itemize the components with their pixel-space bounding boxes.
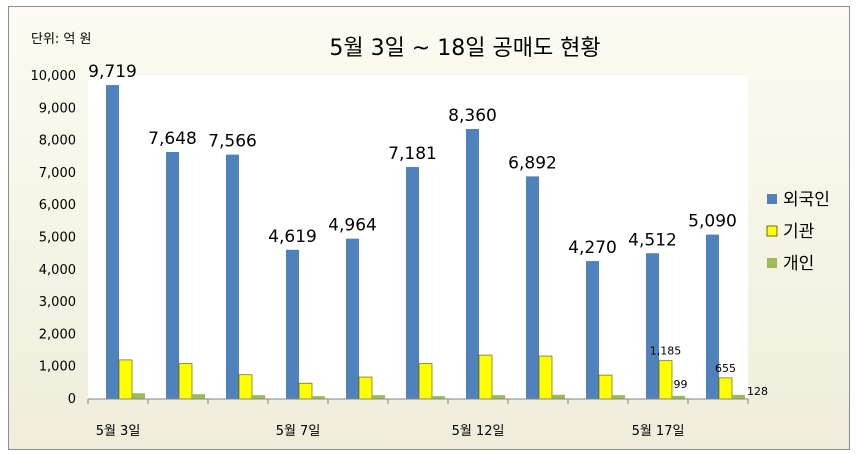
bar-개인 — [132, 393, 145, 399]
bar-개인 — [492, 395, 505, 399]
bar-개인 — [552, 394, 565, 399]
value-label-개인: 99 — [674, 378, 688, 391]
bar-기관 — [298, 382, 313, 400]
x-tick-label: 5월 17일 — [632, 424, 685, 439]
bar-기관 — [238, 374, 253, 400]
value-label-외국인: 7,566 — [208, 132, 257, 152]
bar-외국인 — [166, 151, 179, 399]
value-label-기관: 1,185 — [650, 345, 682, 358]
bar-개인 — [432, 396, 445, 399]
bar-기관 — [538, 355, 553, 400]
x-tick-label: 5월 3일 — [96, 424, 141, 439]
value-label-외국인: 8,360 — [448, 106, 497, 126]
bar-외국인 — [226, 154, 239, 399]
value-label-외국인: 9,719 — [88, 62, 137, 82]
x-axis: 5월 3일 5월 7일 5월 12일 5월 17일 — [87, 398, 749, 439]
y-tick-label: 4,000 — [39, 263, 76, 278]
bar-기관 — [598, 374, 613, 400]
bar-외국인 — [526, 176, 539, 399]
bar-기관 — [118, 359, 133, 400]
x-tick-label: 5월 12일 — [452, 424, 505, 439]
legend-label: 외국인 — [783, 190, 830, 210]
value-label-외국인: 6,892 — [508, 153, 557, 173]
legend-swatch — [767, 194, 777, 204]
bar-기관 — [718, 377, 733, 400]
bar-외국인 — [106, 85, 119, 400]
value-label-외국인: 4,270 — [568, 238, 617, 258]
legend-swatch — [767, 258, 777, 268]
y-tick-label: 6,000 — [39, 198, 76, 213]
bar-외국인 — [586, 261, 599, 399]
chart-svg: 단위: 억 원 5월 3일 ~ 18일 공매도 현황 0 1,000 2,000 3,… — [31, 32, 830, 439]
value-label-개인: 128 — [747, 385, 768, 398]
y-axis-ticks: 0 1,000 2,000 3,000 4,000 5,000 6,000 7,000 8,00… — [31, 69, 77, 407]
bar-개인 — [612, 395, 625, 399]
bar-외국인 — [706, 234, 719, 399]
bar-기관 — [658, 360, 673, 400]
value-label-외국인: 4,964 — [328, 216, 377, 236]
value-labels-group: 9,719 7,648 7,566 4,619 4,964 7,181 8,360 6,892… — [88, 62, 768, 398]
bar-기관 — [178, 363, 193, 400]
bar-개인 — [252, 395, 265, 399]
bar-개인 — [732, 394, 745, 399]
legend-swatch — [766, 225, 778, 237]
unit-label: 단위: 억 원 — [31, 32, 92, 47]
bars-group — [106, 85, 745, 400]
bar-외국인 — [646, 253, 659, 399]
bar-기관 — [478, 354, 493, 400]
legend-label: 개인 — [783, 254, 814, 274]
bar-개인 — [372, 395, 385, 399]
bar-외국인 — [346, 238, 359, 399]
y-tick-label: 3,000 — [39, 295, 76, 310]
value-label-외국인: 4,512 — [628, 230, 677, 250]
y-tick-label: 8,000 — [39, 134, 76, 149]
bar-외국인 — [466, 128, 479, 400]
value-label-외국인: 7,648 — [148, 129, 197, 149]
legend-label: 기관 — [783, 222, 814, 242]
bar-기관 — [418, 363, 433, 400]
bar-외국인 — [286, 249, 299, 399]
bar-개인 — [192, 394, 205, 399]
y-tick-label: 9,000 — [39, 101, 76, 116]
y-tick-label: 1,000 — [39, 360, 76, 375]
y-tick-label: 0 — [68, 392, 76, 407]
bar-개인 — [672, 395, 685, 399]
chart-title: 5월 3일 ~ 18일 공매도 현황 — [329, 36, 600, 61]
value-label-외국인: 5,090 — [688, 212, 737, 232]
bar-기관 — [358, 376, 373, 400]
x-tick-label: 5월 7일 — [276, 424, 321, 439]
bar-외국인 — [406, 167, 419, 399]
value-label-외국인: 4,619 — [268, 227, 317, 247]
value-label-기관: 655 — [715, 362, 736, 375]
value-label-외국인: 7,181 — [388, 144, 437, 164]
y-tick-label: 2,000 — [39, 327, 76, 342]
y-tick-label: 5,000 — [39, 231, 76, 246]
chart-frame: 단위: 억 원 5월 3일 ~ 18일 공매도 현황 0 1,000 2,000 3,… — [8, 6, 850, 450]
bar-개인 — [312, 396, 325, 399]
y-tick-label: 7,000 — [39, 166, 76, 181]
y-tick-label: 10,000 — [31, 69, 77, 84]
